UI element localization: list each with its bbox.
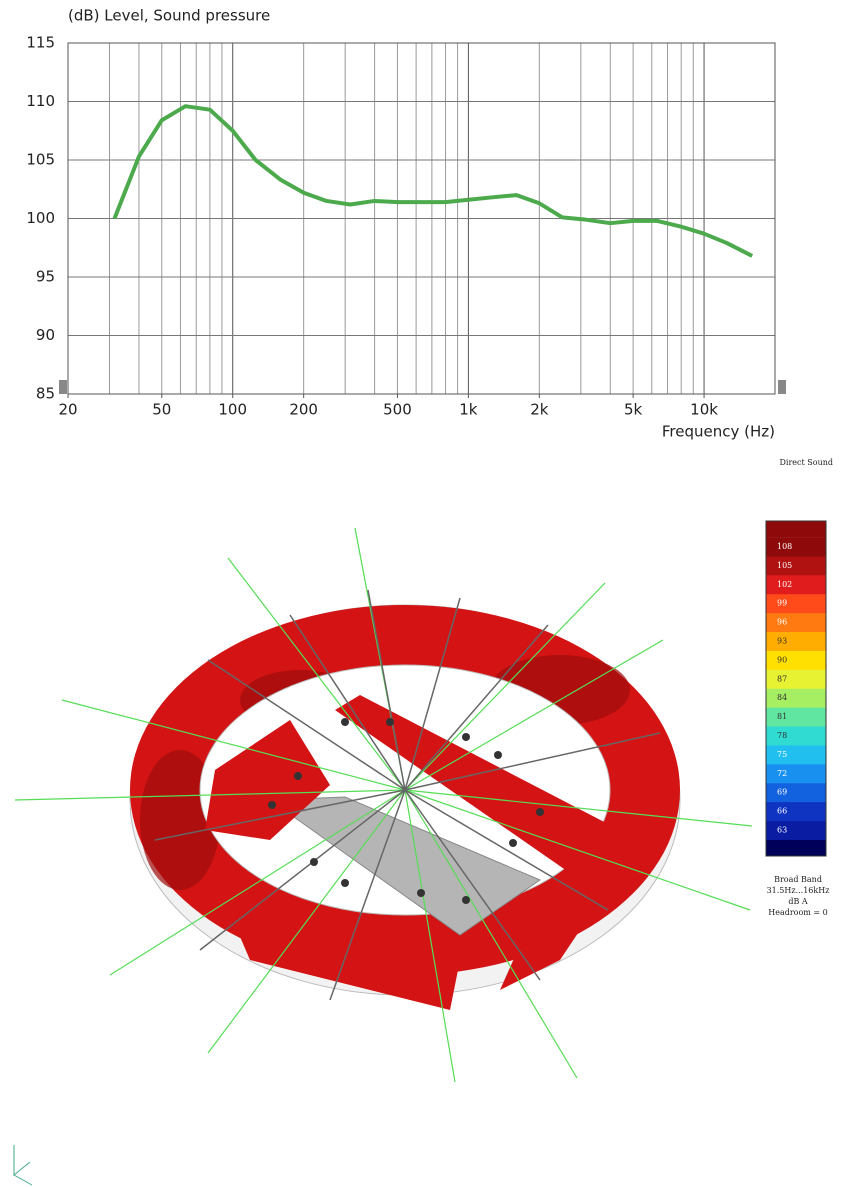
x-tick-label: 2k xyxy=(530,401,549,419)
3d-view xyxy=(14,528,752,1185)
colorbar-label: 87 xyxy=(777,674,787,683)
colorbar-band xyxy=(766,821,826,840)
x-tick-label: 500 xyxy=(383,401,412,419)
colorbar-label: 81 xyxy=(777,712,787,721)
colorbar-label: 69 xyxy=(777,788,787,797)
y-tick-label: 95 xyxy=(36,268,55,286)
axes-icon xyxy=(14,1145,32,1185)
colorbar-label: 78 xyxy=(777,731,787,740)
colorbar-band xyxy=(766,727,826,746)
colorbar-band xyxy=(766,670,826,689)
colorbar-band xyxy=(766,840,826,856)
x-tick-label: 50 xyxy=(152,401,171,419)
colorbar-band xyxy=(766,594,826,613)
colorbar-band xyxy=(766,708,826,727)
y-tick-label: 90 xyxy=(36,326,55,344)
colorbar-band xyxy=(766,783,826,802)
colorbar-label: 90 xyxy=(777,655,787,664)
view-note: Headroom = 0 xyxy=(768,908,828,917)
view-note: 31.5Hz...16kHz xyxy=(767,886,830,895)
x-tick-label: 200 xyxy=(289,401,318,419)
colorbar-label: 63 xyxy=(777,826,787,835)
y-tick-label: 115 xyxy=(26,34,55,52)
colorbar-band xyxy=(766,689,826,708)
colorbar-band xyxy=(766,745,826,764)
colorbar-band xyxy=(766,651,826,670)
x-tick-label: 10k xyxy=(690,401,718,419)
y-tick-label: 100 xyxy=(26,209,55,227)
colorbar-label: 72 xyxy=(777,769,787,778)
colorbar-label: 105 xyxy=(777,561,792,570)
colorbar-label: 99 xyxy=(777,599,787,608)
chart-title: (dB) Level, Sound pressure xyxy=(68,7,270,25)
page: {"chart_data": {"type": "line", "title":… xyxy=(0,0,849,1187)
colorbar-band xyxy=(766,632,826,651)
scroll-handle xyxy=(59,380,67,394)
colorbar-label: 66 xyxy=(777,807,787,816)
colorbar-label: 84 xyxy=(777,693,787,702)
view-note: Broad Band xyxy=(774,875,822,884)
colorbar-band xyxy=(766,613,826,632)
colorbar-label: 96 xyxy=(777,618,787,627)
colorbar-band xyxy=(766,575,826,594)
view-title: Direct Sound xyxy=(780,458,834,467)
colorbar-label: 108 xyxy=(777,542,792,551)
y-tick-label: 85 xyxy=(36,385,55,403)
x-tick-label: 100 xyxy=(218,401,247,419)
x-tick-label: 1k xyxy=(459,401,478,419)
colorbar-label: 93 xyxy=(777,637,787,646)
y-tick-label: 105 xyxy=(26,151,55,169)
colorbar-band xyxy=(766,521,826,538)
view-note: dB A xyxy=(788,897,808,906)
colorbar-label: 102 xyxy=(777,580,792,589)
scroll-handle xyxy=(778,380,786,394)
colorbar-label: 75 xyxy=(777,750,787,759)
colorbar-band xyxy=(766,556,826,575)
colorbar-band xyxy=(766,802,826,821)
x-tick-label: 5k xyxy=(624,401,643,419)
screen: (dB) Level, Sound pressure Frequency (Hz… xyxy=(0,0,849,1187)
colorbar-band xyxy=(766,538,826,557)
y-tick-label: 110 xyxy=(26,92,55,110)
x-tick-label: 20 xyxy=(58,401,77,419)
colorbar-band xyxy=(766,764,826,783)
x-axis-label: Frequency (Hz) xyxy=(662,423,775,441)
